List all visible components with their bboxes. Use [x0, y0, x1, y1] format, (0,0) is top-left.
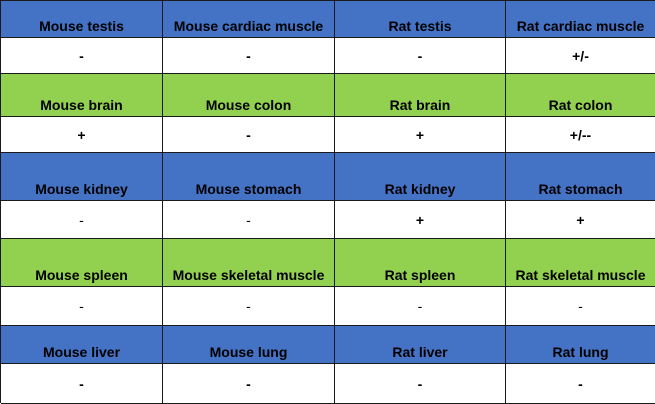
- tissue-header-cell: Rat skeletal muscle: [506, 239, 655, 287]
- tissue-header-cell: Rat spleen: [335, 239, 506, 287]
- expression-value-cell: -: [335, 38, 506, 74]
- tissue-header-cell: Rat testis: [335, 1, 506, 38]
- expression-value-cell: +: [1, 117, 163, 153]
- expression-value-cell: -: [1, 38, 163, 74]
- expression-value-cell: +: [335, 117, 506, 153]
- tissue-header-cell: Mouse testis: [1, 1, 163, 38]
- tissue-header-cell: Mouse skeletal muscle: [163, 239, 335, 287]
- expression-value-cell: -: [335, 287, 506, 326]
- tissue-header-cell: Rat brain: [335, 74, 506, 117]
- tissue-header-cell: Rat stomach: [506, 153, 655, 201]
- tissue-header-cell: Rat cardiac muscle: [506, 1, 655, 38]
- expression-value-cell: -: [1, 201, 163, 239]
- expression-value-cell: -: [163, 287, 335, 326]
- expression-value-cell: -: [163, 364, 335, 404]
- tissue-header-cell: Mouse colon: [163, 74, 335, 117]
- expression-value-cell: -: [506, 364, 655, 404]
- expression-value-cell: -: [163, 117, 335, 153]
- tissue-header-cell: Rat kidney: [335, 153, 506, 201]
- expression-value-cell: +/--: [506, 117, 655, 153]
- tissue-header-cell: Mouse brain: [1, 74, 163, 117]
- tissue-header-cell: Mouse kidney: [1, 153, 163, 201]
- tissue-header-cell: Rat lung: [506, 326, 655, 364]
- expression-value-cell: -: [163, 38, 335, 74]
- expression-value-cell: -: [1, 287, 163, 326]
- tissue-header-cell: Mouse lung: [163, 326, 335, 364]
- tissue-header-cell: Mouse liver: [1, 326, 163, 364]
- expression-value-cell: -: [335, 364, 506, 404]
- tissue-header-cell: Rat liver: [335, 326, 506, 364]
- tissue-header-cell: Mouse spleen: [1, 239, 163, 287]
- expression-value-cell: +/-: [506, 38, 655, 74]
- expression-value-cell: -: [1, 364, 163, 404]
- expression-value-cell: +: [335, 201, 506, 239]
- tissue-header-cell: Mouse stomach: [163, 153, 335, 201]
- tissue-header-cell: Rat colon: [506, 74, 655, 117]
- expression-value-cell: -: [163, 201, 335, 239]
- tissue-header-cell: Mouse cardiac muscle: [163, 1, 335, 38]
- expression-value-cell: -: [506, 287, 655, 326]
- expression-value-cell: +: [506, 201, 655, 239]
